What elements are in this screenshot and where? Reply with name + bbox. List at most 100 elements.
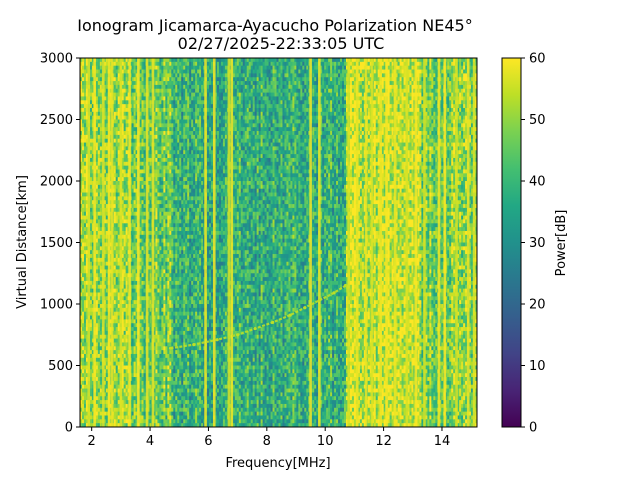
- heatmap-cell: [113, 373, 117, 378]
- heatmap-cell: [149, 138, 152, 143]
- heatmap-cell: [123, 384, 127, 389]
- heatmap-cell: [95, 315, 99, 320]
- heatmap-cell: [81, 346, 85, 351]
- heatmap-cell: [115, 177, 119, 182]
- heatmap-cell: [133, 277, 136, 282]
- heatmap-cell: [149, 288, 152, 293]
- heatmap-cell: [143, 88, 146, 93]
- heatmap-cell: [123, 107, 127, 113]
- heatmap-cell: [141, 188, 144, 193]
- heatmap-cell: [81, 131, 85, 136]
- heatmap-cell: [147, 296, 150, 301]
- heatmap-cell: [115, 407, 119, 413]
- heatmap-cell: [153, 142, 156, 147]
- heatmap-cell: [135, 161, 138, 167]
- heatmap-cell: [147, 127, 150, 132]
- heatmap-cell: [139, 269, 142, 274]
- heatmap-cell: [113, 315, 117, 320]
- heatmap-cell: [80, 215, 83, 220]
- heatmap-cell: [125, 250, 129, 255]
- heatmap-cell: [121, 311, 125, 316]
- heatmap-cell: [83, 334, 87, 339]
- heatmap-cell: [105, 411, 109, 416]
- heatmap-cell: [123, 242, 127, 247]
- heatmap-cell: [113, 127, 117, 132]
- heatmap-cell: [133, 165, 136, 170]
- heatmap-cell: [115, 353, 119, 359]
- heatmap-cell: [133, 234, 136, 240]
- heatmap-cell: [123, 423, 127, 427]
- heatmap-cell: [113, 369, 117, 374]
- heatmap-cell: [117, 223, 121, 228]
- heatmap-cell: [147, 196, 150, 201]
- heatmap-cell: [149, 200, 152, 205]
- heatmap-cell: [131, 204, 134, 209]
- heatmap-cell: [139, 61, 142, 67]
- heatmap-cell: [85, 107, 89, 113]
- heatmap-cell: [85, 357, 89, 363]
- heatmap-cell: [141, 392, 144, 397]
- heatmap-cell: [105, 69, 109, 74]
- heatmap-cell: [139, 396, 142, 401]
- heatmap-cell: [123, 161, 127, 167]
- heatmap-cell: [147, 81, 150, 86]
- heatmap-cell: [91, 377, 95, 382]
- heatmap-cell: [95, 138, 99, 143]
- heatmap-cell: [141, 177, 144, 182]
- heatmap-cell: [91, 392, 95, 397]
- heatmap-cell: [91, 388, 95, 393]
- heatmap-cell: [139, 223, 142, 228]
- heatmap-cell: [80, 377, 83, 382]
- heatmap-cell: [113, 234, 117, 240]
- heatmap-cell: [153, 319, 156, 324]
- heatmap-cell: [113, 415, 117, 420]
- heatmap-cell: [85, 300, 89, 305]
- heatmap-cell: [147, 311, 150, 316]
- heatmap-cell: [113, 100, 117, 105]
- heatmap-cell: [153, 342, 156, 347]
- heatmap-cell: [143, 154, 146, 159]
- heatmap-cell: [141, 134, 144, 140]
- heatmap-cell: [155, 88, 158, 93]
- heatmap-cell: [115, 327, 119, 332]
- heatmap-cell: [131, 257, 134, 263]
- heatmap-cell: [125, 365, 129, 370]
- heatmap-cell: [91, 161, 95, 167]
- heatmap-cell: [99, 353, 103, 359]
- heatmap-cell: [141, 257, 144, 263]
- heatmap-cell: [147, 96, 150, 101]
- heatmap-cell: [131, 123, 134, 128]
- heatmap-cell: [139, 161, 142, 167]
- heatmap-cell: [80, 327, 83, 332]
- heatmap-cell: [131, 184, 134, 190]
- heatmap-cell: [91, 315, 95, 320]
- heatmap-cell: [81, 415, 85, 420]
- heatmap-cell: [131, 188, 134, 193]
- heatmap-cell: [115, 423, 119, 427]
- heatmap-cell: [115, 65, 119, 70]
- heatmap-cell: [153, 250, 156, 255]
- heatmap-cell: [103, 150, 107, 155]
- heatmap-cell: [81, 277, 85, 282]
- heatmap-cell: [113, 353, 117, 359]
- heatmap-cell: [105, 127, 109, 132]
- heatmap-cell: [97, 377, 101, 382]
- heatmap-cell: [83, 315, 87, 320]
- heatmap-cell: [147, 415, 150, 420]
- heatmap-cell: [147, 423, 150, 427]
- heatmap-cell: [95, 207, 99, 213]
- heatmap-cell: [99, 369, 103, 374]
- heatmap-cell: [105, 288, 109, 293]
- heatmap-cell: [141, 230, 144, 236]
- heatmap-cell: [103, 192, 107, 197]
- heatmap-cell: [149, 188, 152, 193]
- heatmap-cell: [115, 265, 119, 270]
- heatmap-cell: [141, 127, 144, 132]
- heatmap-cell: [121, 315, 125, 320]
- heatmap-cell: [91, 223, 95, 228]
- heatmap-cell: [147, 146, 150, 151]
- heatmap-cell: [117, 69, 121, 74]
- heatmap-cell: [95, 377, 99, 382]
- heatmap-cell: [131, 192, 134, 197]
- heatmap-cell: [149, 207, 152, 213]
